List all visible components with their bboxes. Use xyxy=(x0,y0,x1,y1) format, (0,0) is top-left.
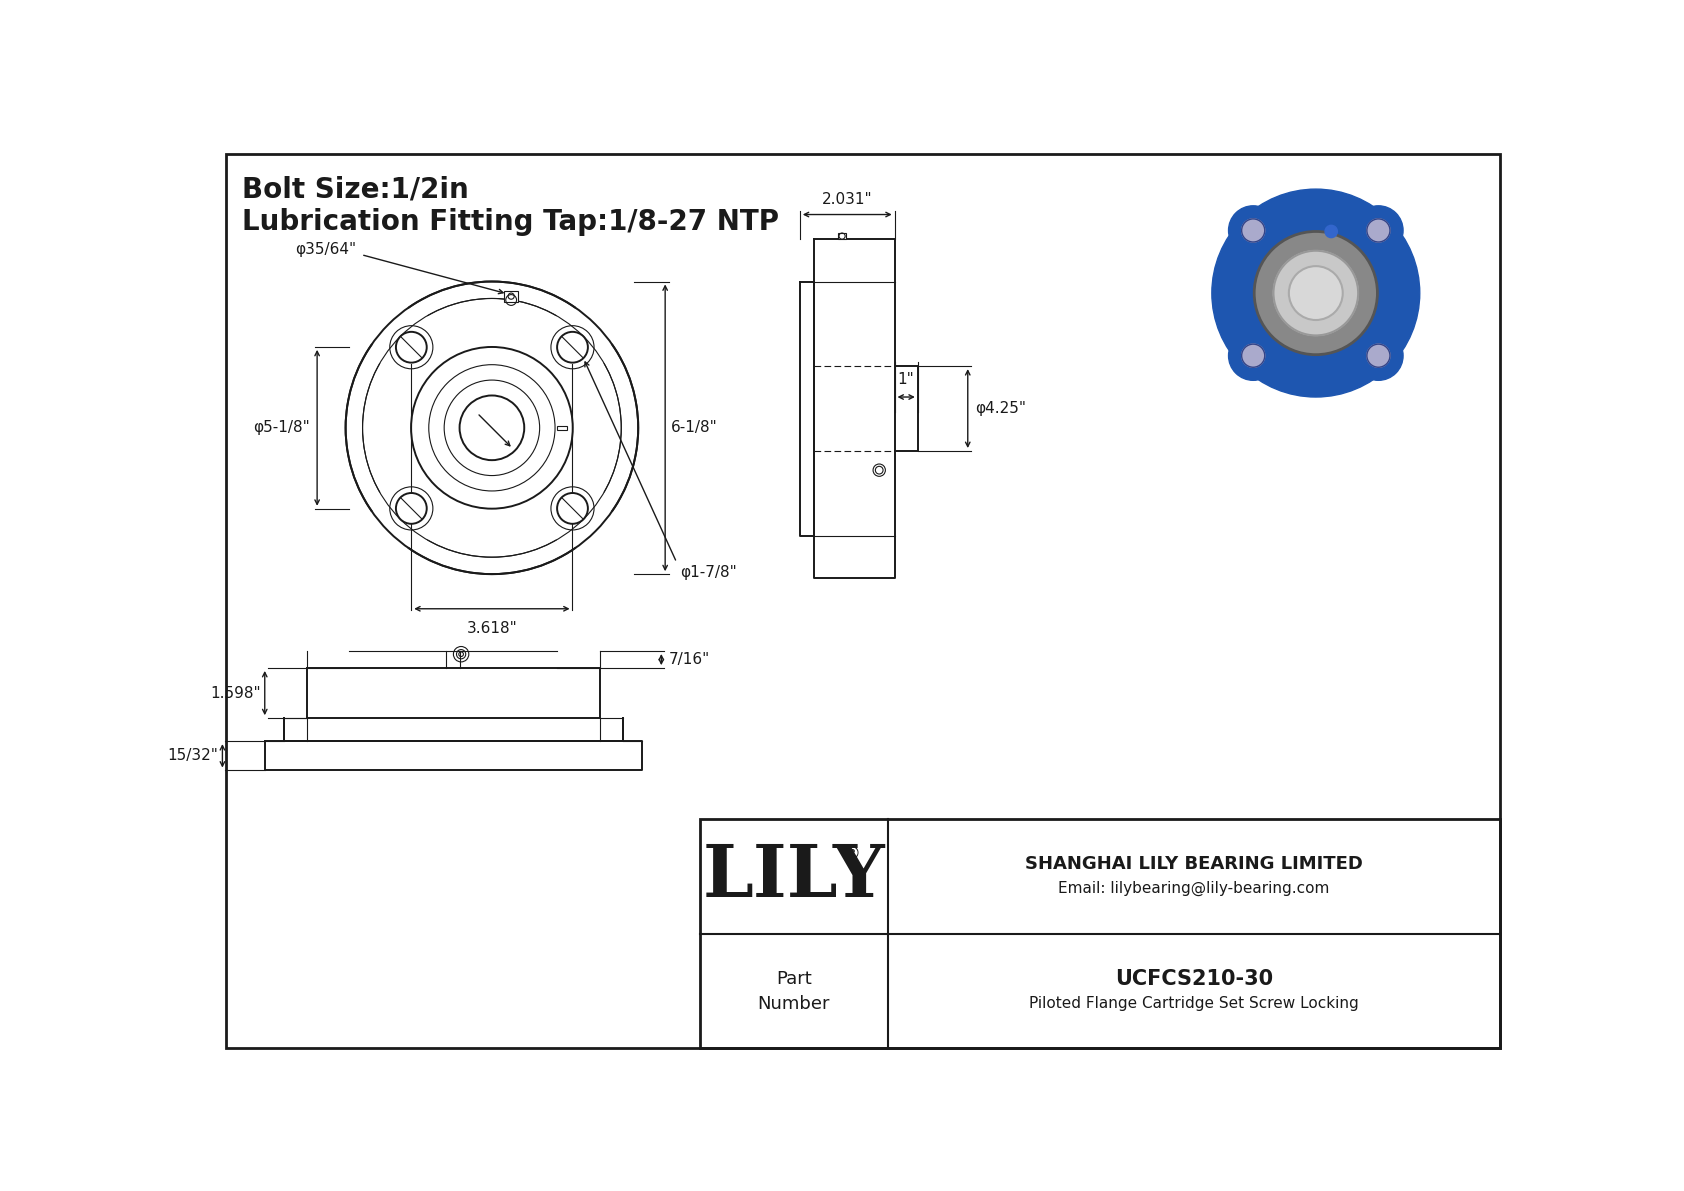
Circle shape xyxy=(1367,219,1389,242)
Circle shape xyxy=(1241,344,1265,367)
Circle shape xyxy=(1367,344,1389,367)
Text: SHANGHAI LILY BEARING LIMITED: SHANGHAI LILY BEARING LIMITED xyxy=(1026,855,1362,873)
Bar xyxy=(839,233,845,239)
Text: ®: ® xyxy=(842,844,861,862)
Circle shape xyxy=(1325,225,1337,238)
Circle shape xyxy=(396,493,426,524)
Text: φ1-7/8": φ1-7/8" xyxy=(680,565,736,580)
Text: Lubrication Fitting Tap:1/8-27 NTP: Lubrication Fitting Tap:1/8-27 NTP xyxy=(242,207,778,236)
Text: 1": 1" xyxy=(898,372,914,387)
Circle shape xyxy=(1255,231,1378,355)
Text: 6-1/8": 6-1/8" xyxy=(672,420,717,436)
Circle shape xyxy=(1288,266,1342,320)
Circle shape xyxy=(396,332,426,362)
Bar xyxy=(557,425,566,430)
Circle shape xyxy=(557,493,588,524)
Bar xyxy=(701,819,1500,1048)
Text: 1.598": 1.598" xyxy=(210,686,261,700)
Text: UCFCS210-30: UCFCS210-30 xyxy=(1115,968,1273,989)
Text: Part
Number: Part Number xyxy=(758,969,830,1012)
Circle shape xyxy=(1241,219,1265,242)
Text: Bolt Size:1/2in: Bolt Size:1/2in xyxy=(242,175,468,204)
Text: LILY: LILY xyxy=(702,841,886,912)
Text: 3.618": 3.618" xyxy=(466,621,517,636)
Text: φ4.25": φ4.25" xyxy=(975,401,1027,416)
Text: Email: lilybearing@lily-bearing.com: Email: lilybearing@lily-bearing.com xyxy=(1059,881,1330,897)
Circle shape xyxy=(1273,251,1359,336)
Text: 7/16": 7/16" xyxy=(669,653,711,667)
Text: φ35/64": φ35/64" xyxy=(296,242,357,257)
Circle shape xyxy=(557,332,588,362)
Circle shape xyxy=(1229,331,1278,380)
Circle shape xyxy=(1229,206,1278,255)
Text: 2.031": 2.031" xyxy=(822,192,872,207)
Text: φ5-1/8": φ5-1/8" xyxy=(253,420,310,436)
Circle shape xyxy=(1212,189,1420,397)
Text: Piloted Flange Cartridge Set Screw Locking: Piloted Flange Cartridge Set Screw Locki… xyxy=(1029,996,1359,1011)
Circle shape xyxy=(1354,331,1403,380)
Text: 15/32": 15/32" xyxy=(168,748,219,763)
Circle shape xyxy=(1354,206,1403,255)
Bar xyxy=(504,291,519,301)
